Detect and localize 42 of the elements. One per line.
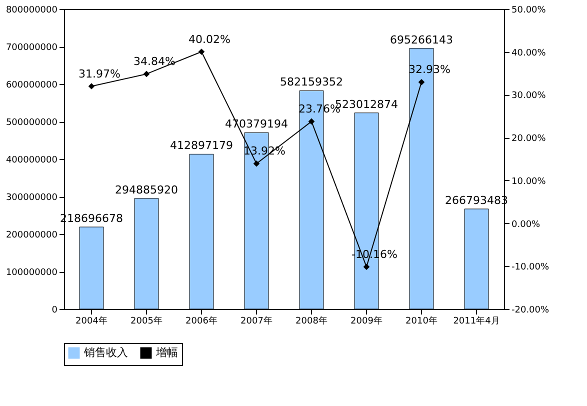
point (418, 78, 425, 86)
y-tick-label: 700000000 (6, 43, 58, 53)
legend-label: 销售收入 (83, 346, 128, 359)
data-label: 582159352 (280, 76, 343, 89)
y2-tick-label: 20.00% (512, 134, 546, 144)
y-tick-label: 800000000 (6, 6, 58, 16)
point (363, 264, 370, 270)
point (198, 48, 205, 55)
data-label: 40.02% (188, 32, 230, 46)
point (143, 70, 150, 78)
x-tick-label: 2009年 (350, 316, 382, 326)
data-label: 31.97% (78, 67, 120, 80)
data-label: 695266143 (390, 33, 453, 46)
y-tick-label: 300000000 (6, 193, 58, 203)
x-tick-label: 2005年 (130, 316, 162, 326)
y2-tick-label: -20.00% (512, 306, 550, 316)
legend-label: 增幅 (155, 346, 178, 359)
data-label: 34.84% (134, 54, 176, 68)
y2-tick-label: 10.00% (512, 176, 546, 187)
y-tick-label: 0 (52, 306, 58, 316)
data-label: 412897179 (170, 139, 233, 152)
x-tick-label: 2008年 (296, 316, 328, 326)
point (308, 118, 315, 125)
y-tick-label: 400000000 (6, 156, 58, 166)
y2-tick-label: 30.00% (512, 91, 546, 102)
y2-tick-label: 0.00% (512, 220, 541, 230)
y-tick-label: 500000000 (6, 118, 58, 128)
point (253, 160, 260, 167)
y-tick-label: 200000000 (6, 230, 58, 240)
y2-tick-label: 50.00% (512, 6, 546, 16)
data-label: 294885920 (115, 183, 178, 196)
x-tick-label: 2004年 (76, 316, 108, 326)
x-tick-label: 2006年 (186, 316, 218, 326)
x-tick-label: 2010年 (406, 316, 438, 326)
y-tick-label: 100000000 (6, 268, 58, 278)
y-tick-label: 600000000 (6, 80, 58, 90)
y2-tick-label: -10.00% (512, 262, 550, 273)
data-label: 32.93% (408, 63, 450, 76)
point (88, 83, 95, 90)
x-tick-label: 2007年 (240, 316, 272, 326)
y2-tick-label: 40.00% (512, 48, 546, 58)
x-tick-label: 2011年4月 (453, 316, 500, 326)
